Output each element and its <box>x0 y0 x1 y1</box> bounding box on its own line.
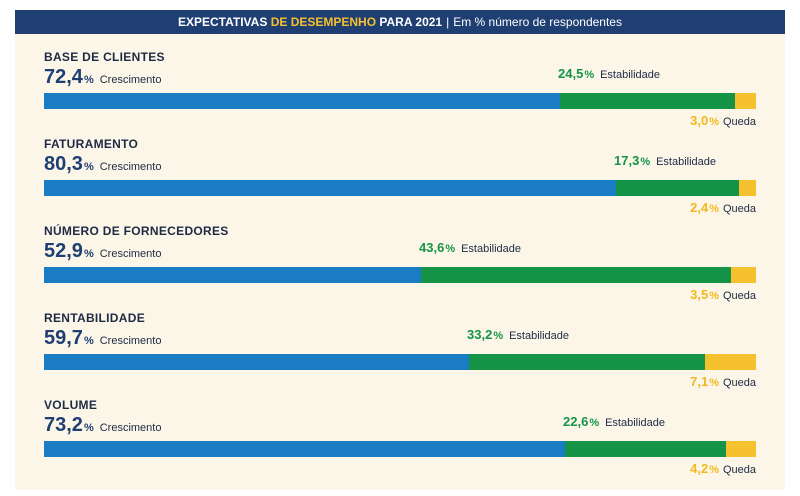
percent-sign: % <box>83 248 94 260</box>
bar-segment-estabilidade <box>420 267 731 283</box>
estabilidade-value-group: 33,2% Estabilidade <box>467 327 569 342</box>
percent-sign: % <box>709 377 719 389</box>
queda-value-group: 2,4% Queda <box>690 200 756 215</box>
bar-segment-queda <box>734 93 756 109</box>
percent-sign: % <box>493 330 504 342</box>
estabilidade-label: Estabilidade <box>605 417 666 429</box>
queda-label: Queda <box>722 116 756 128</box>
row-title: VOLUME <box>44 398 98 412</box>
queda-label: Queda <box>722 377 756 389</box>
crescimento-value-group: 52,9% Crescimento <box>44 240 161 263</box>
header-part2: DE DESEMPENHO <box>270 15 377 29</box>
percent-sign: % <box>709 464 719 476</box>
row-title: NÚMERO DE FORNECEDORES <box>44 224 229 238</box>
bar-segment-crescimento <box>44 180 616 196</box>
crescimento-value: 73,2 <box>44 414 83 436</box>
stacked-bar <box>44 441 756 457</box>
queda-value-group: 4,2% Queda <box>690 461 756 476</box>
chart-row: NÚMERO DE FORNECEDORES 52,9% Crescimento 43… <box>15 224 785 311</box>
crescimento-label: Crescimento <box>99 422 162 434</box>
crescimento-label: Crescimento <box>99 161 162 173</box>
estabilidade-value: 24,5 <box>558 66 584 81</box>
stacked-bar <box>44 354 756 370</box>
bar-segment-queda <box>731 267 756 283</box>
stacked-bar <box>44 267 756 283</box>
queda-value-group: 3,0% Queda <box>690 113 756 128</box>
header-separator: | <box>446 15 450 29</box>
queda-label: Queda <box>722 203 756 215</box>
crescimento-value: 59,7 <box>44 327 83 349</box>
header-subtitle: Em % número de respondentes <box>453 15 622 29</box>
header-part1: EXPECTATIVAS <box>178 15 268 29</box>
row-title: FATURAMENTO <box>44 137 139 151</box>
percent-sign: % <box>445 243 456 255</box>
queda-value: 4,2 <box>690 461 709 476</box>
crescimento-value-group: 72,4% Crescimento <box>44 66 161 89</box>
percent-sign: % <box>83 335 94 347</box>
queda-value: 3,0 <box>690 113 709 128</box>
estabilidade-label: Estabilidade <box>509 330 570 342</box>
estabilidade-label: Estabilidade <box>656 156 717 168</box>
queda-value: 7,1 <box>690 374 709 389</box>
bar-segment-estabilidade <box>615 180 739 196</box>
row-title: RENTABILIDADE <box>44 311 146 325</box>
percent-sign: % <box>83 422 94 434</box>
estabilidade-value: 43,6 <box>419 240 445 255</box>
bar-segment-estabilidade <box>560 93 735 109</box>
estabilidade-label: Estabilidade <box>600 69 661 81</box>
crescimento-value: 72,4 <box>44 66 83 88</box>
bar-segment-crescimento <box>44 267 421 283</box>
crescimento-value-group: 59,7% Crescimento <box>44 327 161 350</box>
estabilidade-value-group: 24,5% Estabilidade <box>558 66 660 81</box>
estabilidade-value: 17,3 <box>614 153 640 168</box>
crescimento-value-group: 80,3% Crescimento <box>44 153 161 176</box>
percent-sign: % <box>584 69 595 81</box>
chart-header: EXPECTATIVAS DE DESEMPENHO PARA 2021 | Em … <box>15 10 785 34</box>
queda-label: Queda <box>722 290 756 302</box>
queda-value: 2,4 <box>690 200 709 215</box>
estabilidade-label: Estabilidade <box>461 243 522 255</box>
chart-row: RENTABILIDADE 59,7% Crescimento 33,2% Estabi… <box>15 311 785 398</box>
percent-sign: % <box>83 161 94 173</box>
bar-segment-queda <box>726 441 756 457</box>
crescimento-label: Crescimento <box>99 74 162 86</box>
chart-panel: EXPECTATIVAS DE DESEMPENHO PARA 2021 | Em … <box>15 10 785 490</box>
percent-sign: % <box>589 417 600 429</box>
estabilidade-value: 33,2 <box>467 327 493 342</box>
percent-sign: % <box>83 74 94 86</box>
bar-segment-crescimento <box>44 93 560 109</box>
estabilidade-value-group: 43,6% Estabilidade <box>419 240 521 255</box>
estabilidade-value: 22,6 <box>563 414 589 429</box>
percent-sign: % <box>709 290 719 302</box>
queda-value: 3,5 <box>690 287 709 302</box>
percent-sign: % <box>640 156 651 168</box>
bar-segment-queda <box>705 354 756 370</box>
crescimento-label: Crescimento <box>99 335 162 347</box>
crescimento-value: 80,3 <box>44 153 83 175</box>
percent-sign: % <box>709 116 719 128</box>
queda-label: Queda <box>722 464 756 476</box>
estabilidade-value-group: 22,6% Estabilidade <box>563 414 665 429</box>
stacked-bar <box>44 93 756 109</box>
estabilidade-value-group: 17,3% Estabilidade <box>614 153 716 168</box>
bar-segment-crescimento <box>44 354 470 370</box>
bar-segment-queda <box>738 180 756 196</box>
queda-value-group: 7,1% Queda <box>690 374 756 389</box>
stacked-bar <box>44 180 756 196</box>
chart-row: VOLUME 73,2% Crescimento 22,6% Estabilidade 4… <box>15 398 785 485</box>
crescimento-value: 52,9 <box>44 240 83 262</box>
bar-segment-estabilidade <box>469 354 706 370</box>
queda-value-group: 3,5% Queda <box>690 287 756 302</box>
percent-sign: % <box>709 203 719 215</box>
chart-row: FATURAMENTO 80,3% Crescimento 17,3% Estabili… <box>15 137 785 224</box>
crescimento-value-group: 73,2% Crescimento <box>44 414 161 437</box>
bar-segment-estabilidade <box>565 441 727 457</box>
bar-segment-crescimento <box>44 441 566 457</box>
row-title: BASE DE CLIENTES <box>44 50 165 64</box>
crescimento-label: Crescimento <box>99 248 162 260</box>
chart-row: BASE DE CLIENTES 72,4% Crescimento 24,5% Est… <box>15 50 785 137</box>
header-part3: PARA 2021 <box>379 15 443 29</box>
